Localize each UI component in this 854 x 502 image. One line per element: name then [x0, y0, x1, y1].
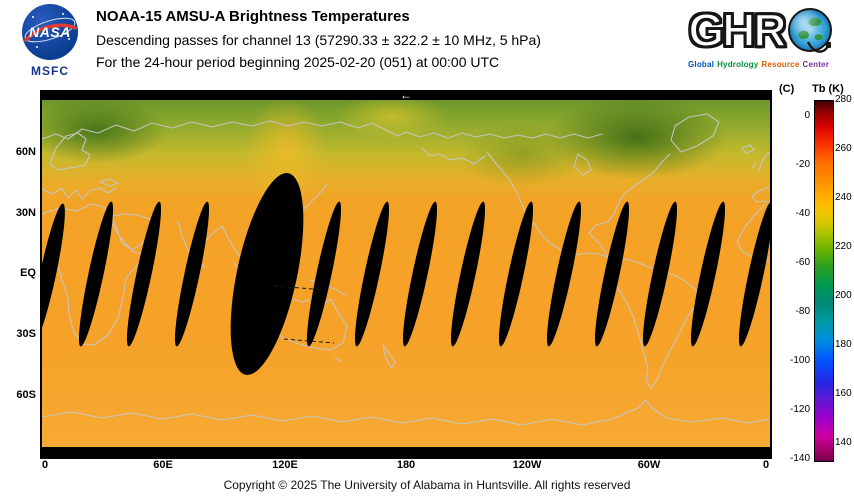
ghrc-letters: GHR [687, 4, 787, 56]
pass-direction-arrow-icon: ← [400, 88, 412, 102]
colorbar-tick-k: 240 [835, 192, 852, 203]
lat-label-eq: EQ [20, 267, 36, 279]
dashed-flag-lines [273, 285, 335, 344]
lon-label-0w: 0 [762, 459, 770, 471]
brightness-temperature-map: ← [40, 88, 772, 459]
nasa-wordmark: NASA [29, 24, 71, 40]
ghrc-logo-row: GHR [670, 4, 850, 56]
lon-label-0e: 0 [41, 459, 49, 471]
lat-label-30n: 30N [15, 207, 36, 219]
colorbar-unit-kelvin: Tb (K) [812, 83, 844, 95]
colorbar-tick-k: 260 [835, 143, 852, 154]
nasa-logo: NASA MSFC [12, 4, 88, 78]
polar-gap-bottom [42, 447, 770, 457]
polar-gap-top [42, 92, 770, 100]
globe-icon [787, 8, 832, 53]
colorbar-tick-c: 0 [804, 110, 810, 121]
colorbar-tick-k: 140 [835, 437, 852, 448]
msfc-label: MSFC [31, 64, 69, 78]
title-block: NOAA-15 AMSU-A Brightness Temperatures D… [96, 8, 541, 76]
lon-label-120w: 120W [512, 459, 542, 471]
swath-gap-ellipses [42, 173, 770, 375]
colorbar-tick-k: 280 [835, 94, 852, 105]
colorbar-tick-c: -20 [795, 159, 810, 170]
colorbar-tick-c: -100 [789, 355, 810, 366]
lon-label-60w: 60W [637, 459, 661, 471]
colorbar-tick-c: -40 [795, 208, 810, 219]
ghrc-logo: GHR Global Hydrology Resource Center [670, 4, 850, 69]
mouse-cord-icon [806, 41, 831, 53]
tagline-word: Resource [761, 60, 800, 69]
lon-label-120e: 120E [272, 459, 298, 471]
colorbar-tick-k: 160 [835, 388, 852, 399]
channel-subtitle: Descending passes for channel 13 (57290.… [96, 32, 541, 48]
colorbar [814, 100, 834, 462]
lon-label-180: 180 [396, 459, 416, 471]
lat-label-60n: 60N [15, 146, 36, 158]
colorbar-tick-k: 180 [835, 339, 852, 350]
temperature-field [42, 92, 770, 457]
page-title: NOAA-15 AMSU-A Brightness Temperatures [96, 8, 410, 25]
ghrc-tagline: Global Hydrology Resource Center [670, 60, 850, 69]
tagline-word: Global [687, 60, 715, 69]
colorbar-tick-c: -120 [789, 404, 810, 415]
colorbar-tick-c: -80 [795, 306, 810, 317]
nasa-meatball-icon: NASA [22, 4, 78, 60]
colorbar-tick-k: 200 [835, 290, 852, 301]
colorbar-tick-c: -140 [789, 453, 810, 464]
lon-label-60e: 60E [153, 459, 173, 471]
copyright-text: Copyright © 2025 The University of Alaba… [223, 478, 631, 492]
nasa-red-swoosh-icon [24, 23, 77, 42]
period-subtitle: For the 24-hour period beginning 2025-02… [96, 54, 500, 70]
lat-label-60s: 60S [16, 389, 36, 401]
colorbar-unit-celsius: (C) [779, 83, 795, 95]
map-overlay [42, 113, 770, 426]
nasa-orbit-ring-icon [24, 17, 76, 43]
lat-label-30s: 30S [16, 328, 36, 340]
tagline-word: Hydrology [717, 60, 759, 69]
tagline-word: Center [802, 60, 830, 69]
colorbar-tick-c: -60 [795, 257, 810, 268]
colorbar-tick-k: 220 [835, 241, 852, 252]
